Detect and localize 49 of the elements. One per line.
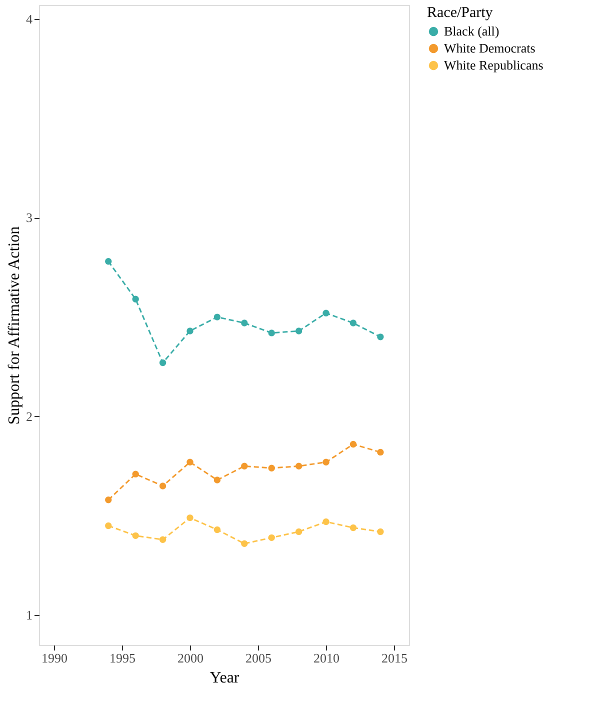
y-tick-label: 3 <box>26 210 32 226</box>
point <box>268 534 275 542</box>
point <box>132 470 139 478</box>
point <box>105 522 112 530</box>
point <box>159 359 166 366</box>
legend-label: Black (all) <box>444 24 500 38</box>
x-tick-label: 2015 <box>382 650 408 666</box>
point <box>105 496 112 504</box>
y-tick-label: 2 <box>26 408 32 424</box>
point <box>159 536 166 544</box>
point <box>322 518 330 526</box>
point <box>214 526 221 534</box>
point <box>377 448 384 456</box>
point <box>214 476 221 484</box>
point <box>132 296 139 303</box>
point <box>322 310 330 316</box>
point <box>377 334 384 340</box>
x-tick-label: 2000 <box>177 650 204 666</box>
x-tick-label: 2005 <box>246 650 272 666</box>
x-tick-label: 1990 <box>41 650 68 666</box>
point <box>350 440 357 448</box>
legend-label: White Democrats <box>444 40 536 56</box>
point <box>295 328 302 334</box>
point <box>186 514 194 522</box>
point <box>186 458 194 466</box>
y-axis-title: Support for Affirmative Action <box>6 226 23 425</box>
point <box>268 330 275 336</box>
x-tick-label: 2010 <box>314 650 340 666</box>
point <box>241 462 248 470</box>
point <box>295 528 302 536</box>
point <box>241 320 248 326</box>
y-tick-label: 4 <box>26 11 33 26</box>
point <box>105 258 112 265</box>
x-axis-title: Year <box>210 670 240 686</box>
point <box>214 314 221 320</box>
point <box>350 524 357 532</box>
point <box>377 528 384 536</box>
y-tick-label: 1 <box>26 608 32 623</box>
point <box>186 328 194 334</box>
point <box>241 540 248 547</box>
point <box>350 320 357 326</box>
x-tick-label: 1995 <box>109 650 136 666</box>
point <box>322 458 330 466</box>
point <box>159 482 166 490</box>
point <box>132 532 139 540</box>
point <box>268 464 275 472</box>
legend-title: Race/Party <box>427 5 494 21</box>
point <box>295 462 302 470</box>
legend-label: White Republicans <box>444 58 544 72</box>
